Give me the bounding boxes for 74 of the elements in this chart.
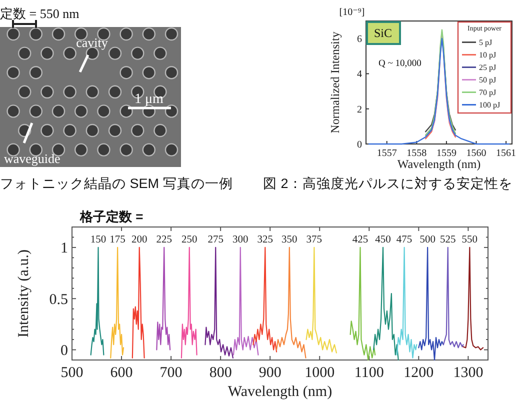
series-label: 425 <box>352 234 368 246</box>
series-label: 525 <box>440 234 456 246</box>
x-tick-label: 500 <box>60 365 84 381</box>
y-tick-label: 2 <box>357 104 362 116</box>
series-label: 300 <box>232 234 248 246</box>
line-series <box>110 246 124 359</box>
x-tick-label: 1558 <box>406 148 427 159</box>
x-tick-label: 1200 <box>404 365 434 381</box>
x-axis-title: Wavelength (nm) <box>228 384 332 400</box>
y-tick-label: 0.5 <box>49 292 68 308</box>
annotation: Q ~ 10,000 <box>378 59 422 69</box>
line-series <box>156 246 171 350</box>
y-tick-label: 0 <box>60 343 68 360</box>
line-series <box>396 246 418 359</box>
y-axis-title: Intensity (a.u.) <box>16 250 32 338</box>
annotation: SiC <box>374 26 392 40</box>
line-series <box>442 246 464 348</box>
legend-label: 10 pJ <box>479 50 496 60</box>
legend-label: 50 pJ <box>479 76 496 85</box>
series-label: 225 <box>156 234 172 246</box>
series-label: 500 <box>420 234 436 246</box>
x-tick-label: 1559 <box>436 148 456 159</box>
x-tick-label: 1000 <box>304 365 335 381</box>
series-label: 550 <box>462 234 478 246</box>
legend-label: 70 pJ <box>479 88 496 98</box>
text: 格子定数 = <box>79 209 144 224</box>
text: waveguide <box>4 151 61 166</box>
series-label: 200 <box>131 234 148 246</box>
x-tick-label: 1100 <box>354 365 384 381</box>
x-tick-label: 1560 <box>466 148 486 159</box>
series-label: 450 <box>375 234 391 246</box>
series-label: 175 <box>110 234 126 246</box>
series-label: 250 <box>181 234 198 246</box>
line-series <box>90 246 104 356</box>
text: cavity <box>76 35 108 50</box>
x-tick-label: 1561 <box>496 148 516 159</box>
x-tick-label: 600 <box>110 365 133 381</box>
line-series <box>373 246 399 361</box>
series-label: 350 <box>282 234 298 246</box>
text: フォトニック結晶の SEM 写真の一例 <box>0 176 233 191</box>
series-label: 475 <box>396 234 412 246</box>
x-axis-title: Wavelength (nm) <box>397 157 481 171</box>
legend-label: 25 pJ <box>479 63 496 72</box>
line-series <box>276 246 306 359</box>
caption: 図 2：高強度光パルスに対する安定性を <box>263 176 512 191</box>
text: [10⁻⁹] <box>339 7 365 18</box>
line-series <box>132 246 145 359</box>
x-tick-label: 700 <box>160 365 182 381</box>
text: 1 μm <box>134 92 164 107</box>
x-tick-label: 800 <box>209 365 232 381</box>
line-series <box>180 246 198 359</box>
series-label: 275 <box>208 234 224 246</box>
y-axis-title: Normalized Intensity <box>328 32 342 134</box>
y-tick-label: 4 <box>357 69 362 80</box>
line-series <box>462 246 484 350</box>
legend-label: 100 pJ <box>479 100 500 110</box>
line-series <box>418 246 444 361</box>
y-tick-label: 1 <box>60 240 68 257</box>
line-series <box>368 38 510 145</box>
x-tick-label: 900 <box>258 365 282 381</box>
line-series <box>350 246 376 361</box>
line-series <box>204 246 234 359</box>
y-tick-label: 6 <box>357 34 362 46</box>
line-series <box>252 246 278 352</box>
legend-label: 5 pJ <box>479 38 492 48</box>
line-series <box>306 246 338 354</box>
y-tick-label: 0 <box>357 140 362 150</box>
text: 定数 = 550 nm <box>0 6 80 21</box>
series-label: 375 <box>306 234 322 246</box>
line-series <box>232 246 259 356</box>
x-tick-label: 1557 <box>376 148 397 159</box>
x-tick-label: 1300 <box>453 365 484 381</box>
series-label: 150 <box>90 234 106 246</box>
series-label: 325 <box>257 234 274 246</box>
